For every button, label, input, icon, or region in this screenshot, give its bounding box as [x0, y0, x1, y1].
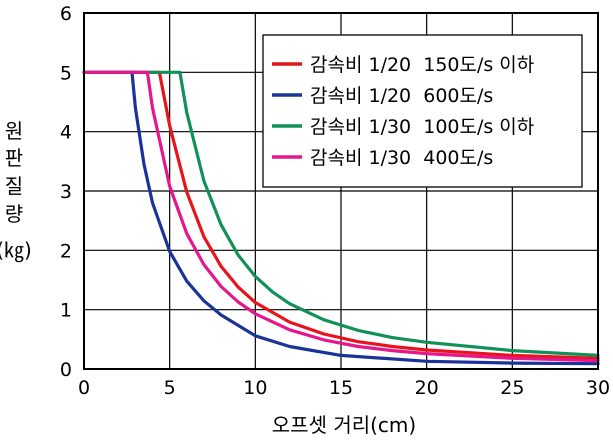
x-tick-label-5: 5: [164, 377, 176, 399]
y-axis-title-part-2: 판: [5, 146, 23, 170]
y-axis-title-part-1: 원: [5, 119, 23, 143]
plot-area-frame: [83, 12, 599, 370]
x-tick-label-30: 30: [586, 377, 610, 399]
legend-box: [262, 34, 583, 188]
y-axis-title-part-3: 질: [5, 174, 23, 198]
legend-label-3: 감속비 1/30 100도/s 이하: [310, 116, 534, 138]
y-axis-ticks: 0 1 2 3 4 5 6: [60, 3, 72, 381]
series-line-3: [82, 70, 600, 357]
y-tick-label-0: 0: [60, 359, 72, 381]
x-tick-label-0: 0: [78, 377, 90, 399]
y-tick-label-6: 6: [60, 3, 72, 25]
y-tick-label-5: 5: [60, 62, 72, 84]
y-axis-title-part-4: 량: [5, 202, 23, 226]
series-lines: [82, 70, 600, 366]
x-axis-ticks: 0 5 10 15 20 25 30: [78, 377, 610, 399]
y-axis-title-part-5: (㎏): [0, 238, 32, 262]
x-tick-label-20: 20: [415, 377, 439, 399]
x-tick-label-25: 25: [500, 377, 524, 399]
x-tick-label-10: 10: [243, 377, 267, 399]
y-tick-label-3: 3: [60, 181, 72, 203]
legend-label-1: 감속비 1/20 150도/s 이하: [310, 54, 534, 76]
legend-label-2: 감속비 1/20 600도/s: [310, 85, 493, 107]
x-tick-label-15: 15: [329, 377, 353, 399]
legend-label-4: 감속비 1/30 400도/s: [310, 147, 493, 169]
series-line-4: [82, 70, 600, 363]
y-tick-label-2: 2: [60, 240, 72, 262]
y-tick-label-4: 4: [60, 122, 72, 144]
series-line-2: [82, 70, 600, 366]
y-tick-label-1: 1: [60, 300, 72, 322]
x-axis-title: 오프셋 거리(cm): [272, 413, 416, 437]
series-line-1: [82, 70, 600, 360]
